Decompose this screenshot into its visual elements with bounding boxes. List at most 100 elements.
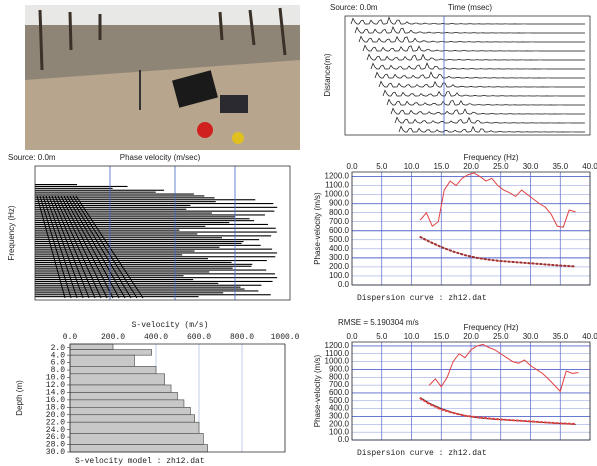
y-axis-title: Depth (m)	[15, 380, 24, 416]
plot-frame	[344, 15, 591, 136]
image-curve	[66, 195, 126, 299]
image-stripe	[35, 222, 230, 224]
y-tick-label: 600.0	[329, 226, 350, 235]
image-stripe	[35, 265, 252, 267]
image-stripe	[35, 193, 194, 195]
image-stripe	[35, 271, 210, 273]
y-tick-label: 800.0	[329, 208, 350, 217]
trace-decoration	[350, 16, 586, 133]
x-tick-label: 0.0	[346, 332, 358, 341]
seismic-trace	[366, 53, 586, 61]
y-tick-label: 0.0	[338, 435, 350, 444]
image-stripe	[35, 187, 113, 189]
x-tick-label: 25.0	[493, 332, 509, 341]
image-stripe	[35, 254, 183, 256]
velocity-layer	[69, 392, 178, 401]
x-tick-label: 1000.0	[271, 333, 300, 342]
y-tick-label: 1200.0	[325, 341, 350, 350]
x-tick-label: 30.0	[523, 162, 539, 171]
image-stripe	[35, 185, 128, 187]
image-stripe	[35, 290, 259, 292]
image-stripe	[35, 229, 180, 231]
y-tick-label: 4.0	[51, 351, 66, 360]
y-tick-label: 0.0	[338, 280, 350, 289]
y-tick-label: 700.0	[329, 380, 350, 389]
y-tick-label: 10.0	[46, 374, 65, 383]
image-stripe	[35, 220, 255, 222]
plot-frame	[351, 171, 591, 286]
velocity-layer	[69, 366, 157, 375]
image-stripe	[35, 227, 276, 229]
x-tick-label: 5.0	[376, 332, 388, 341]
x-tick-label: 800.0	[230, 333, 254, 342]
seismic-trace	[354, 25, 586, 34]
image-curve	[72, 195, 138, 299]
image-stripe	[35, 195, 205, 197]
image-stripe	[35, 246, 220, 248]
image-stripe	[35, 233, 198, 235]
plot-frame	[351, 341, 591, 441]
image-curve	[39, 195, 72, 299]
image-stripe	[35, 208, 187, 210]
x-tick-label: 40.0	[582, 332, 597, 341]
chart-title: S-velocity (m/s)	[132, 321, 209, 330]
y-tick-label: 24.0	[46, 426, 65, 435]
image-stripe	[35, 223, 269, 225]
y-tick-label: 1000.0	[325, 357, 350, 366]
y-tick-label: 30.0	[46, 448, 65, 457]
y-tick-label: 800.0	[329, 372, 350, 381]
image-stripe	[35, 284, 262, 286]
image-stripe	[35, 263, 253, 265]
seismic-trace	[398, 125, 585, 133]
image-curve	[51, 195, 96, 299]
image-stripe	[35, 260, 267, 262]
photo-cable	[197, 122, 213, 138]
dispersion-line	[419, 172, 576, 228]
image-stripe	[35, 277, 278, 279]
velocity-layer	[69, 407, 191, 416]
image-curve	[60, 195, 114, 299]
image-stripe	[35, 212, 212, 214]
image-stripe	[35, 242, 242, 244]
seismic-trace	[370, 62, 585, 70]
image-stripe	[35, 282, 219, 284]
image-stripe	[35, 288, 245, 290]
velocity-layer	[69, 343, 114, 350]
dispersion-line	[419, 397, 577, 425]
y-tick-label: 300.0	[329, 253, 350, 262]
plot-frame	[69, 343, 286, 453]
y-axis-title: Distance(m)	[323, 53, 332, 96]
velocity-layer	[69, 444, 208, 453]
image-curve	[42, 195, 78, 299]
y-tick-label: 200.0	[329, 262, 350, 271]
image-curve	[54, 195, 102, 299]
x-tick-label: 40.0	[582, 162, 597, 171]
x-tick-label: 15.0	[433, 162, 449, 171]
y-tick-label: 400.0	[329, 244, 350, 253]
image-stripe	[35, 225, 206, 227]
x-tick-label: 35.0	[552, 162, 568, 171]
y-tick-label: 16.0	[46, 396, 65, 405]
y-tick-label: 700.0	[329, 217, 350, 226]
y-tick-label: 1200.0	[325, 172, 350, 181]
image-stripe	[35, 241, 244, 243]
y-tick-label: 400.0	[329, 404, 350, 413]
image-stripe	[35, 214, 265, 216]
y-tick-label: 1100.0	[325, 349, 349, 358]
rmse-annotation: RMSE = 5.190304 m/s	[338, 318, 419, 327]
image-stripe	[35, 218, 250, 220]
y-tick-label: 300.0	[329, 412, 350, 421]
y-tick-label: 28.0	[46, 441, 65, 450]
x-tick-label: 30.0	[523, 332, 539, 341]
velocity-layer	[69, 384, 172, 393]
caption: Dispersion curve : zh12.dat	[357, 449, 487, 458]
x-axis-title: Time (msec)	[448, 3, 492, 12]
image-stripe	[35, 269, 267, 271]
image-stripe	[35, 199, 256, 201]
image-stripe	[35, 201, 216, 203]
image-stripe	[35, 197, 215, 199]
image-stripe	[35, 191, 156, 193]
velocity-layer	[69, 354, 135, 367]
y-tick-label: 100.0	[329, 271, 350, 280]
